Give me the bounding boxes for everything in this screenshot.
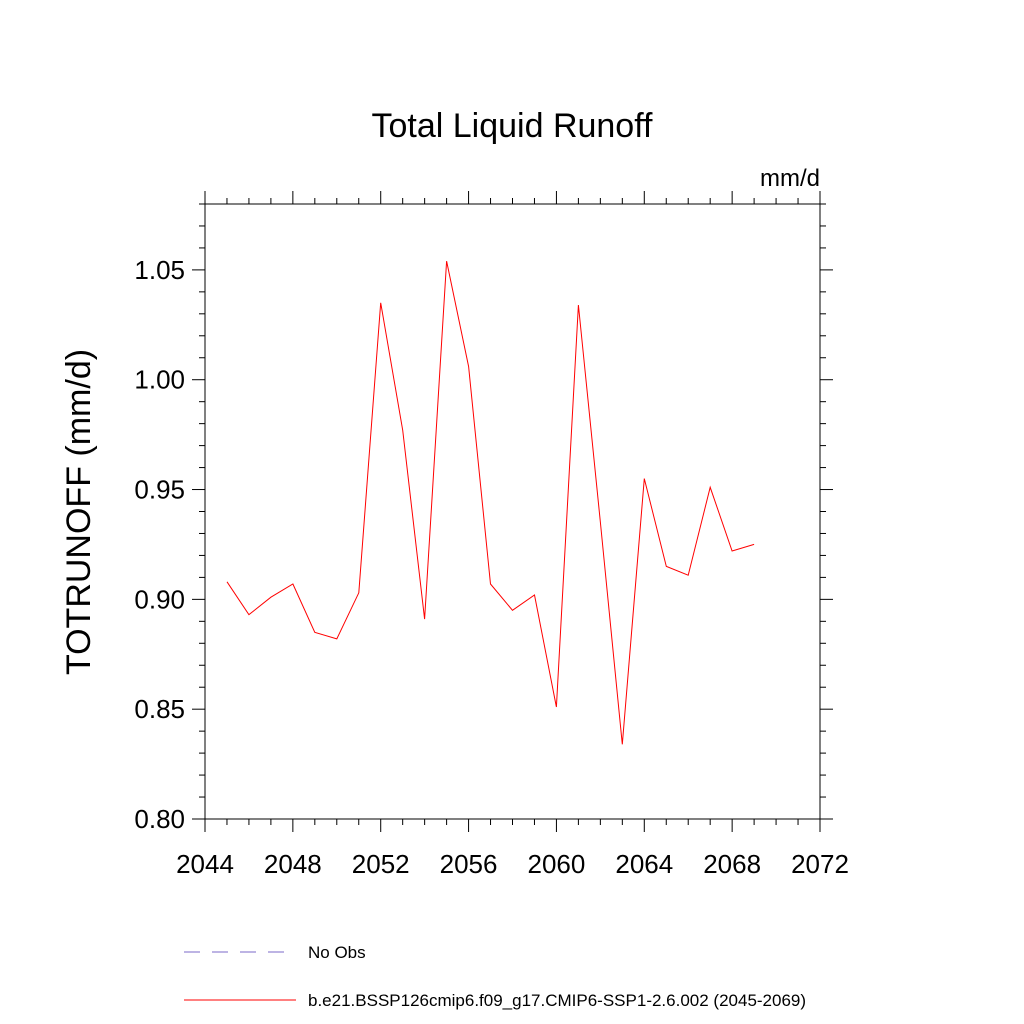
series-line xyxy=(226,260,755,745)
units-label: mm/d xyxy=(760,165,820,192)
plot-frame xyxy=(204,203,821,820)
chart-title: Total Liquid Runoff xyxy=(371,107,653,145)
x-tick-label: 2072 xyxy=(791,849,849,879)
series-lines xyxy=(226,260,755,745)
axis-tick-labels: 2044 2048 2052 2056 2060 2064 2068 2072 0.80 0.85… xyxy=(134,255,849,879)
x-tick-label: 2044 xyxy=(176,849,234,879)
x-tick-label: 2048 xyxy=(264,849,322,879)
x-tick-label: 2060 xyxy=(528,849,586,879)
y-tick-label: 0.85 xyxy=(134,694,185,724)
y-tick-label: 0.90 xyxy=(134,584,185,614)
y-tick-label: 1.00 xyxy=(134,365,185,395)
y-tick-label: 0.80 xyxy=(134,804,185,834)
x-tick-label: 2056 xyxy=(440,849,498,879)
y-tick-label: 0.95 xyxy=(134,475,185,505)
axis-ticks xyxy=(192,191,833,832)
legend-label: No Obs xyxy=(308,943,366,962)
legend: No Obs b.e21.BSSP126cmip6.f09_g17.CMIP6-S… xyxy=(184,943,806,1010)
y-axis-label: TOTRUNOFF (mm/d) xyxy=(60,349,98,675)
legend-label: b.e21.BSSP126cmip6.f09_g17.CMIP6-SSP1-2.… xyxy=(308,991,806,1010)
x-tick-label: 2052 xyxy=(352,849,410,879)
x-tick-label: 2068 xyxy=(703,849,761,879)
x-tick-label: 2064 xyxy=(615,849,673,879)
y-tick-label: 1.05 xyxy=(134,255,185,285)
